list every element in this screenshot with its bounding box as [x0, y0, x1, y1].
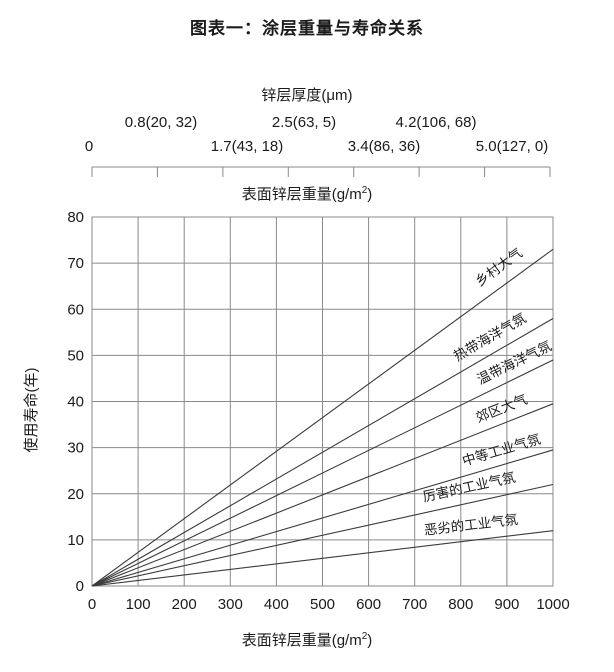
series-line: [91, 449, 554, 587]
y-tick-label: 60: [67, 301, 84, 318]
x-tick-label: 800: [448, 596, 473, 613]
series-line: [91, 248, 554, 587]
y-tick-label: 50: [67, 347, 84, 364]
top-scale-label: 5.0(127, 0): [475, 138, 549, 155]
x-tick-label: 700: [402, 596, 427, 613]
series-label: 恶劣的工业气氛: [423, 512, 519, 538]
x-tick-label: 500: [310, 596, 335, 613]
series-line: [91, 359, 554, 587]
series-line: [91, 530, 554, 587]
series-label: 乡村大气: [473, 245, 525, 289]
y-axis-label: 使用寿命(年): [23, 367, 40, 453]
series-line: [91, 317, 554, 587]
x-tick-label: 600: [356, 596, 381, 613]
top-axis-title: 锌层厚度(μm): [261, 87, 353, 104]
y-tick-label: 10: [67, 532, 84, 549]
top-scale-label: 3.4(86, 36): [347, 138, 421, 155]
series-line: [91, 403, 554, 587]
top-scale-label: 0: [84, 138, 94, 155]
y-tick-label: 30: [67, 440, 84, 457]
series-line: [91, 483, 554, 587]
plot-border: [91, 216, 554, 587]
y-tick-label: 70: [67, 255, 84, 272]
top-scale-label: 4.2(106, 68): [395, 114, 477, 131]
bottom-x-axis-label-text: 表面锌层重量(g/m: [241, 632, 362, 649]
top-weight-axis-label-text: 表面锌层重量(g/m: [241, 186, 362, 203]
x-tick-label: 300: [218, 596, 243, 613]
y-tick-label: 0: [76, 578, 84, 595]
y-tick-label: 40: [67, 394, 84, 411]
y-tick-label: 80: [67, 209, 84, 226]
y-tick-label: 20: [67, 486, 84, 503]
top-scale-label: 2.5(63, 5): [271, 114, 337, 131]
top-scale-row-lower: 0 1.7(43, 18) 3.4(86, 36) 5.0(127, 0): [0, 138, 614, 156]
x-tick-label: 100: [126, 596, 151, 613]
series-label: 郊区大气: [473, 391, 529, 426]
top-weight-axis-label-sup: 2: [361, 185, 368, 196]
x-tick-label: 0: [88, 596, 96, 613]
page-title: 图表一：涂层重量与寿命关系: [190, 19, 424, 38]
bottom-x-axis-label-close: ): [367, 632, 373, 649]
top-weight-axis-label-close: ): [367, 186, 373, 203]
top-scale-label: 1.7(43, 18): [210, 138, 284, 155]
x-tick-label: 1000: [536, 596, 569, 613]
bottom-x-axis-label-sup: 2: [361, 631, 368, 642]
x-tick-label: 200: [172, 596, 197, 613]
bottom-x-axis-label: 表面锌层重量(g/m2): [0, 629, 614, 650]
top-scale-label: 0.8(20, 32): [124, 114, 198, 131]
top-weight-axis-label: 表面锌层重量(g/m2): [0, 183, 614, 204]
x-tick-label: 900: [494, 596, 519, 613]
top-scale-row-upper: 0.8(20, 32) 2.5(63, 5) 4.2(106, 68): [0, 114, 614, 132]
x-tick-label: 400: [264, 596, 289, 613]
